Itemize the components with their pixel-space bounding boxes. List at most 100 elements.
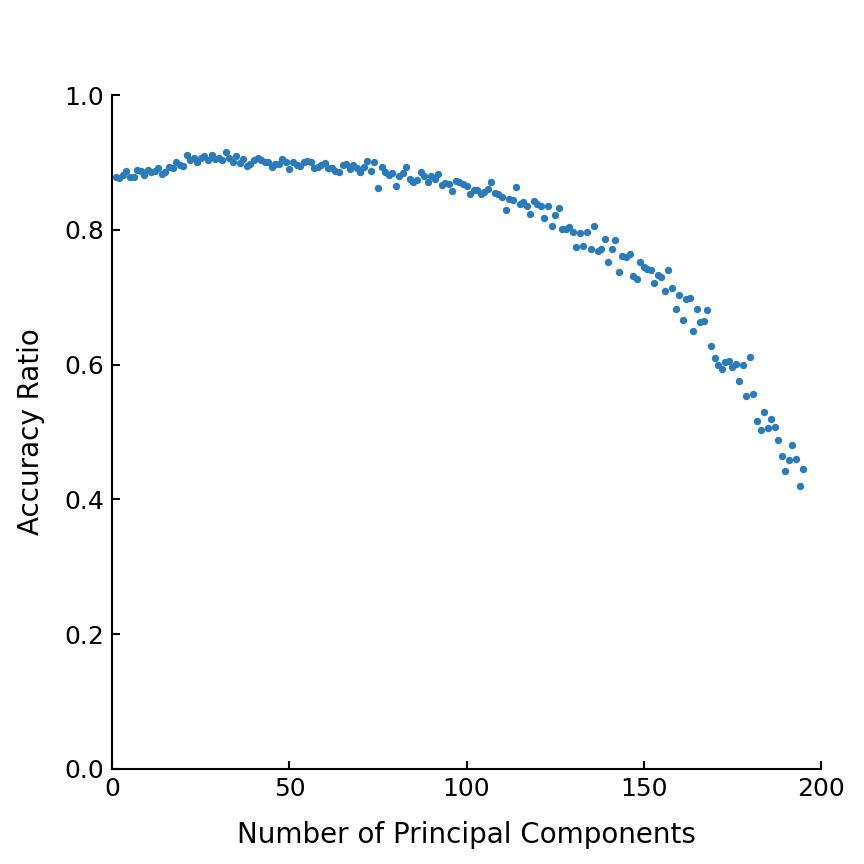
Point <box>421 175 435 189</box>
Point <box>201 153 215 167</box>
Point <box>662 263 676 276</box>
Point <box>623 247 637 261</box>
Point <box>222 151 236 165</box>
Point <box>314 158 328 172</box>
Point <box>701 302 715 316</box>
Point <box>112 171 126 185</box>
Point <box>658 284 672 298</box>
Point <box>456 177 470 191</box>
Point <box>424 169 438 183</box>
Point <box>169 156 183 169</box>
Point <box>304 155 318 168</box>
Point <box>470 183 484 197</box>
Point <box>198 149 212 162</box>
Point <box>396 166 410 180</box>
Point <box>615 249 629 263</box>
Point <box>750 414 764 428</box>
Point <box>753 422 767 436</box>
Point <box>467 183 480 197</box>
Point <box>633 256 647 270</box>
Point <box>669 302 683 316</box>
Point <box>740 390 753 403</box>
Point <box>283 162 296 176</box>
Point <box>367 155 381 168</box>
Point <box>442 177 456 191</box>
Point <box>257 155 271 168</box>
Point <box>173 158 187 172</box>
Point <box>325 161 339 175</box>
Point <box>134 164 148 178</box>
Point <box>676 314 689 327</box>
Point <box>109 170 123 184</box>
Point <box>679 292 693 306</box>
Point <box>417 169 431 183</box>
Point <box>644 264 658 277</box>
Point <box>782 453 796 467</box>
Point <box>357 161 371 175</box>
Point <box>276 152 289 166</box>
Point <box>729 357 743 371</box>
Point <box>321 162 335 175</box>
Point <box>385 166 399 180</box>
Point <box>683 290 696 304</box>
Point <box>350 161 364 175</box>
Point <box>340 156 353 170</box>
Point <box>141 163 155 177</box>
Point <box>548 208 562 222</box>
Point <box>318 156 332 170</box>
Point <box>212 151 226 165</box>
Point <box>505 194 519 207</box>
Point <box>296 156 310 169</box>
Point <box>353 165 367 179</box>
Point <box>414 165 428 179</box>
Point <box>591 245 605 258</box>
Point <box>406 175 420 188</box>
Point <box>237 152 251 166</box>
Point <box>251 151 264 165</box>
Point <box>247 153 261 167</box>
Point <box>530 198 544 212</box>
Point <box>488 187 502 200</box>
Point <box>541 200 555 213</box>
Point <box>495 190 509 204</box>
Point <box>346 158 360 172</box>
Point <box>672 288 686 302</box>
Point <box>301 155 314 168</box>
Point <box>760 421 774 435</box>
Point <box>375 161 389 175</box>
Point <box>708 352 721 365</box>
Point <box>544 219 558 232</box>
Point <box>382 168 396 182</box>
Point <box>509 180 523 194</box>
Point <box>328 164 342 178</box>
Point <box>630 272 644 286</box>
X-axis label: Number of Principal Components: Number of Principal Components <box>237 821 696 848</box>
Point <box>569 240 583 254</box>
Point <box>556 222 569 236</box>
Point <box>208 152 222 166</box>
Point <box>655 270 669 283</box>
Point <box>743 351 757 365</box>
Point <box>686 324 700 338</box>
Point <box>562 219 576 233</box>
Point <box>721 354 735 368</box>
Point <box>389 180 403 194</box>
Point <box>601 255 615 269</box>
Point <box>166 161 180 175</box>
Point <box>219 144 232 158</box>
Point <box>244 157 257 171</box>
Point <box>757 405 771 419</box>
Point <box>372 181 385 194</box>
Point <box>552 200 566 214</box>
Point <box>116 168 130 182</box>
Point <box>137 168 151 181</box>
Point <box>435 178 448 192</box>
Point <box>576 239 590 253</box>
Point <box>264 160 278 174</box>
Point <box>254 153 268 167</box>
Point <box>399 160 413 174</box>
Point <box>308 162 321 175</box>
Point <box>332 165 346 179</box>
Point <box>785 438 799 452</box>
Point <box>194 150 207 164</box>
